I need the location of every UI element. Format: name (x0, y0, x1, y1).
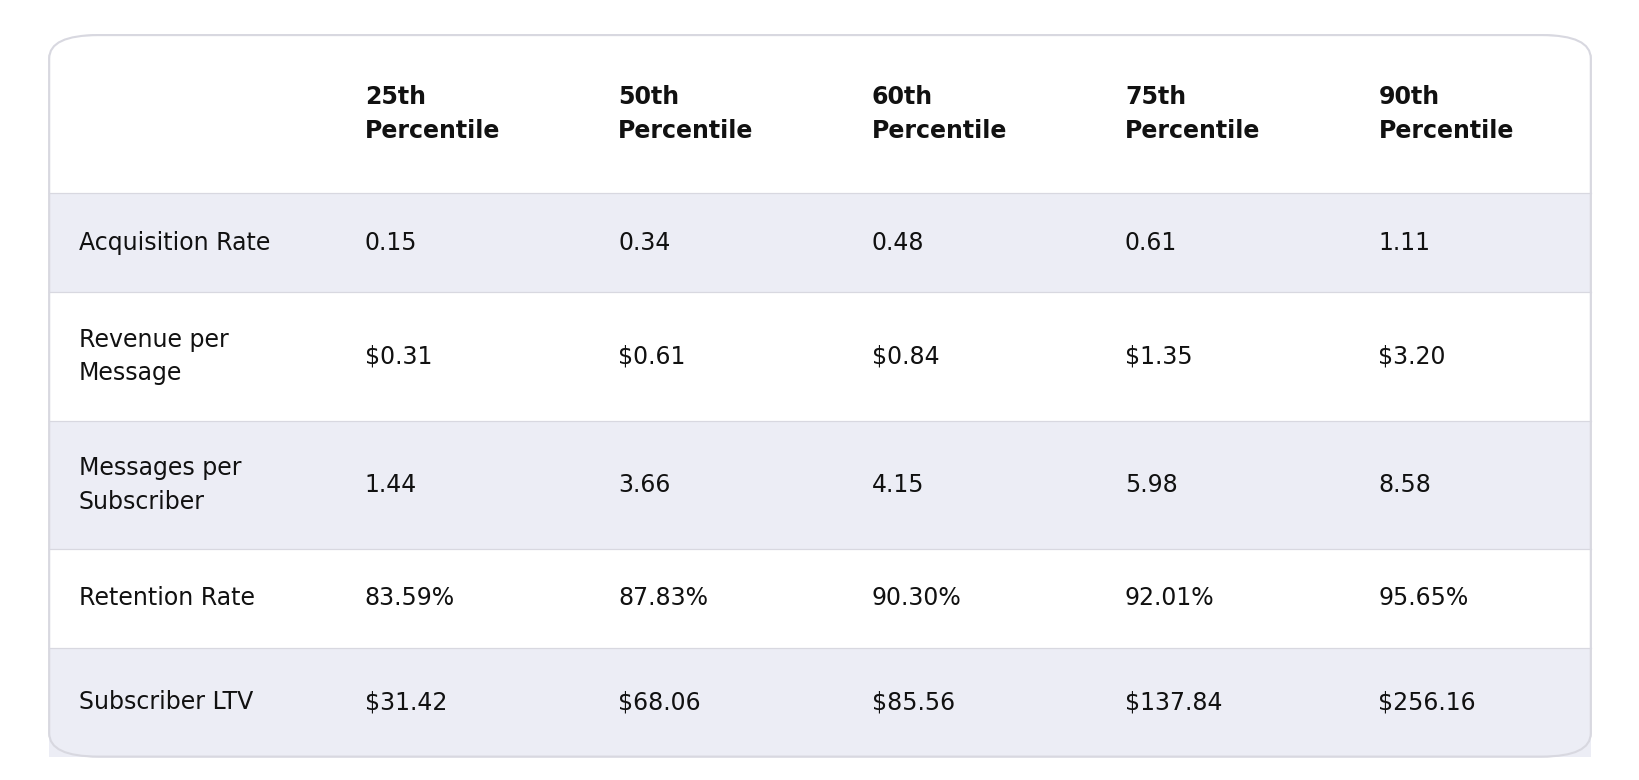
Text: $0.31: $0.31 (364, 344, 431, 368)
Bar (49, 549, 1590, 648)
Text: $0.84: $0.84 (870, 344, 939, 368)
Text: 25th
Percentile: 25th Percentile (364, 86, 500, 143)
Bar (49, 420, 1590, 549)
FancyBboxPatch shape (49, 35, 1590, 757)
Text: $0.61: $0.61 (618, 344, 685, 368)
Text: 90th
Percentile: 90th Percentile (1377, 86, 1513, 143)
Text: 90.30%: 90.30% (870, 587, 960, 611)
Bar (49, 648, 1590, 757)
Text: 95.65%: 95.65% (1377, 587, 1469, 611)
Text: Subscriber LTV: Subscriber LTV (79, 690, 252, 714)
Text: $137.84: $137.84 (1124, 690, 1221, 714)
Text: 60th
Percentile: 60th Percentile (870, 86, 1006, 143)
Text: Messages per
Subscriber: Messages per Subscriber (79, 456, 241, 513)
Text: $85.56: $85.56 (870, 690, 954, 714)
Bar (49, 35, 1590, 193)
Text: 92.01%: 92.01% (1124, 587, 1214, 611)
Bar (49, 193, 1590, 292)
Text: 0.48: 0.48 (870, 231, 923, 254)
Text: 0.15: 0.15 (364, 231, 416, 254)
Text: 50th
Percentile: 50th Percentile (618, 86, 752, 143)
Text: Acquisition Rate: Acquisition Rate (79, 231, 270, 254)
Text: $1.35: $1.35 (1124, 344, 1192, 368)
Text: 3.66: 3.66 (618, 473, 670, 497)
Text: $3.20: $3.20 (1377, 344, 1446, 368)
Text: $68.06: $68.06 (618, 690, 700, 714)
Text: 5.98: 5.98 (1124, 473, 1177, 497)
Text: 4.15: 4.15 (870, 473, 923, 497)
Text: 75th
Percentile: 75th Percentile (1124, 86, 1260, 143)
Text: 8.58: 8.58 (1377, 473, 1431, 497)
Text: $31.42: $31.42 (364, 690, 447, 714)
Text: 1.11: 1.11 (1377, 231, 1429, 254)
Text: $256.16: $256.16 (1377, 690, 1475, 714)
Text: 0.61: 0.61 (1124, 231, 1177, 254)
Bar (49, 292, 1590, 420)
Text: Revenue per
Message: Revenue per Message (79, 328, 228, 385)
Text: 83.59%: 83.59% (364, 587, 454, 611)
Text: 1.44: 1.44 (364, 473, 416, 497)
Text: Retention Rate: Retention Rate (79, 587, 254, 611)
Text: 0.34: 0.34 (618, 231, 670, 254)
Text: 87.83%: 87.83% (618, 587, 708, 611)
